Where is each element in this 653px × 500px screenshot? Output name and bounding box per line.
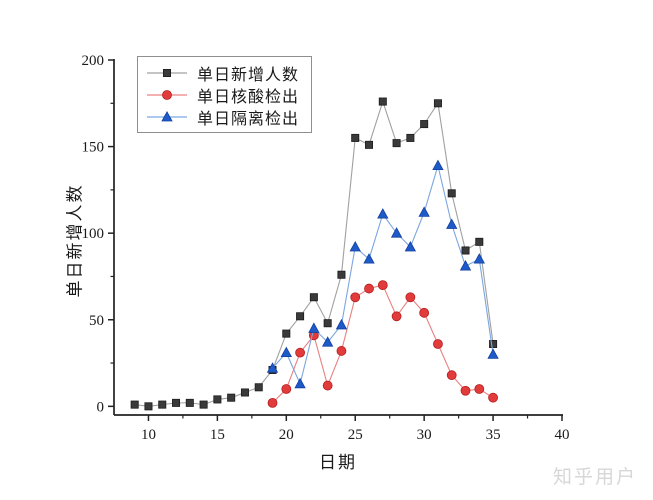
circle-marker (474, 384, 485, 394)
square-marker (213, 395, 222, 404)
circle-marker (364, 283, 374, 294)
triangle-marker (446, 218, 458, 229)
square-marker (158, 400, 167, 409)
square-marker (240, 388, 249, 397)
series-line (134, 99, 494, 407)
watermark: 知乎用户 (553, 467, 638, 488)
triangle-marker (321, 336, 334, 347)
square-marker (144, 402, 153, 411)
legend-label: 单日核酸检出 (197, 88, 300, 106)
square-marker (392, 139, 401, 148)
x-tick-label: 40 (555, 427, 570, 443)
series-square (130, 97, 498, 411)
circle-marker (419, 307, 430, 318)
square-marker (309, 293, 318, 302)
square-marker (475, 237, 484, 246)
legend-item-pcr-detected: 单日核酸检出 (146, 84, 300, 106)
triangle-marker (335, 318, 348, 330)
square-marker (433, 99, 442, 108)
legend-square-marker-icon (147, 68, 187, 77)
triangle-marker (266, 362, 279, 373)
legend-label: 单日新增人数 (197, 66, 300, 84)
legend-item-quarantine-detected: 单日隔离检出 (146, 106, 300, 128)
circle-marker (162, 89, 172, 100)
x-tick-label: 35 (486, 427, 501, 443)
triangle-marker (459, 260, 472, 271)
x-tick-label: 10 (141, 427, 156, 443)
y-tick-label: 0 (97, 399, 105, 415)
x-tick-label: 25 (348, 427, 363, 443)
triangle-marker (404, 240, 417, 252)
series-circle (267, 280, 498, 408)
square-marker (461, 246, 470, 255)
x-tick-label: 20 (279, 427, 294, 443)
y-axis-title: 单日新增人数 (65, 183, 85, 298)
triangle-marker (280, 346, 292, 358)
square-marker (296, 312, 305, 321)
series-line (272, 163, 494, 386)
triangle-marker (432, 159, 444, 171)
circle-marker (391, 311, 402, 322)
triangle-marker (377, 208, 389, 219)
square-marker (172, 398, 181, 407)
square-marker (323, 319, 332, 328)
circle-marker (267, 397, 278, 408)
circle-marker (322, 380, 333, 391)
circle-marker (336, 346, 347, 356)
square-marker (420, 120, 429, 129)
circle-marker (281, 384, 292, 394)
x-axis-title: 日期 (319, 453, 357, 472)
circle-marker (377, 280, 388, 291)
triangle-marker (418, 206, 430, 217)
legend-label: 单日隔离检出 (197, 110, 300, 128)
triangle-marker (161, 110, 173, 121)
triangle-marker (349, 240, 361, 252)
square-marker (199, 400, 208, 409)
legend-triangle-marker-icon (147, 110, 187, 121)
square-marker (282, 329, 291, 338)
triangle-marker (473, 253, 485, 264)
square-marker (130, 400, 139, 409)
chart-legend: 单日新增人数 单日核酸检出 单日隔离检出 (137, 56, 313, 133)
triangle-marker (487, 348, 499, 359)
square-marker (447, 189, 456, 198)
square-marker (489, 339, 498, 348)
y-tick-label: 100 (82, 226, 105, 242)
series-line (272, 284, 494, 404)
triangle-marker (363, 253, 375, 264)
y-tick-label: 150 (82, 140, 105, 156)
square-marker (378, 97, 387, 106)
square-marker (227, 393, 236, 402)
legend-item-daily-new: 单日新增人数 (146, 62, 300, 84)
square-marker (351, 133, 360, 142)
circle-marker (405, 292, 416, 303)
circle-marker (488, 392, 498, 403)
triangle-marker (308, 322, 320, 333)
square-marker (254, 383, 263, 392)
triangle-marker (390, 227, 403, 238)
circle-marker (433, 339, 443, 349)
square-marker (162, 68, 171, 77)
legend-circle-marker-icon (147, 89, 187, 100)
circle-marker (460, 385, 471, 396)
y-tick-label: 200 (82, 53, 105, 69)
circle-marker (295, 347, 305, 358)
square-marker (185, 398, 194, 407)
x-tick-label: 30 (417, 427, 432, 443)
triangle-marker (294, 377, 306, 389)
square-marker (365, 140, 374, 149)
series-triangle (266, 159, 499, 389)
circle-marker (446, 370, 457, 381)
square-marker (337, 270, 346, 279)
square-marker (406, 133, 415, 142)
x-tick-label: 15 (210, 427, 225, 443)
y-tick-label: 50 (89, 313, 104, 329)
circle-marker (350, 292, 361, 303)
